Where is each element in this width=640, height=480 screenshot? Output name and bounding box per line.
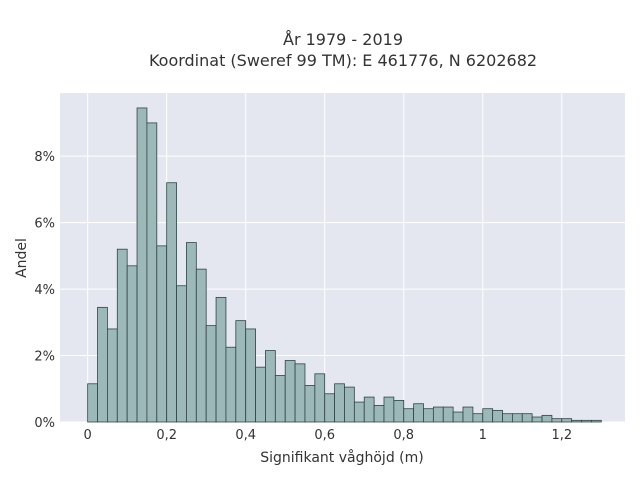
x-tick-labels: 0 0,2 0,4 0,6 0,8 1 1,2 xyxy=(84,428,573,443)
histogram-bar xyxy=(107,328,118,423)
x-tick-label: 0,2 xyxy=(156,428,177,443)
histogram-bar xyxy=(255,366,266,423)
histogram-bar xyxy=(156,245,168,423)
histogram-bar xyxy=(166,182,177,423)
histogram-bar xyxy=(442,406,454,423)
y-tick-label: 0% xyxy=(34,416,55,431)
histogram-bar xyxy=(176,285,187,423)
y-axis-label: Andel xyxy=(14,238,30,278)
histogram-bar xyxy=(116,248,128,423)
histogram-bar xyxy=(531,416,543,423)
histogram-bar xyxy=(314,373,326,423)
histogram-bar xyxy=(146,122,158,423)
histogram-bar xyxy=(195,268,207,423)
histogram-bar xyxy=(492,409,503,423)
histogram-bar xyxy=(205,325,217,423)
histogram-bar xyxy=(245,328,256,423)
histogram-bar xyxy=(136,107,148,423)
chart-subtitle: Koordinat (Sweref 99 TM): E 461776, N 62… xyxy=(149,51,537,70)
histogram-bar xyxy=(452,411,464,423)
histogram-bar xyxy=(363,396,375,423)
histogram-bar xyxy=(294,363,306,423)
histogram-bar xyxy=(87,383,98,423)
x-tick-label: 0 xyxy=(84,428,92,443)
y-tick-label: 4% xyxy=(34,283,55,298)
histogram-bar xyxy=(502,413,513,423)
x-tick-label: 0,6 xyxy=(314,428,335,443)
histogram-bar xyxy=(393,399,405,423)
chart-title: År 1979 - 2019 xyxy=(283,30,403,49)
histogram-bar xyxy=(373,404,385,423)
histogram-bar xyxy=(383,396,395,423)
histogram-bar xyxy=(472,413,484,423)
histogram-bar xyxy=(126,265,138,423)
x-axis-label: Signifikant våghöjd (m) xyxy=(260,449,423,466)
histogram-bar xyxy=(215,296,227,423)
histogram-bar xyxy=(265,350,276,423)
y-tick-label: 6% xyxy=(34,217,55,232)
histogram-bar xyxy=(334,383,345,423)
histogram-bar xyxy=(403,408,415,423)
histogram-bar xyxy=(186,242,197,423)
histogram-bar xyxy=(324,393,335,423)
histogram-bar xyxy=(571,419,582,423)
y-tick-labels: 0% 2% 4% 6% 8% xyxy=(34,150,55,431)
histogram-bar xyxy=(413,403,424,423)
histogram-bar xyxy=(462,406,474,423)
histogram-bar xyxy=(511,413,523,423)
histogram-bar xyxy=(551,418,563,423)
histogram-bar xyxy=(225,346,237,423)
histogram-bar xyxy=(97,306,108,423)
histogram-bar xyxy=(284,360,296,423)
histogram-bar xyxy=(561,418,573,423)
histogram-bar xyxy=(432,406,444,423)
x-tick-label: 0,8 xyxy=(393,428,414,443)
histogram-bar xyxy=(353,401,365,423)
histogram-bar xyxy=(482,408,494,423)
histogram-bar xyxy=(591,419,602,423)
histogram-bar xyxy=(423,408,434,423)
histogram-bar xyxy=(521,413,533,423)
x-tick-label: 1 xyxy=(479,428,487,443)
y-tick-label: 2% xyxy=(34,350,55,365)
x-tick-label: 0,4 xyxy=(235,428,256,443)
y-tick-label: 8% xyxy=(34,150,55,165)
histogram-bar xyxy=(274,375,286,423)
histogram-bar xyxy=(344,386,355,423)
histogram-bar xyxy=(304,385,316,423)
x-tick-label: 1,2 xyxy=(551,428,572,443)
histogram-bar xyxy=(581,419,592,423)
histogram-bar xyxy=(235,320,247,423)
bars xyxy=(87,107,602,423)
histogram-bar xyxy=(541,414,553,423)
